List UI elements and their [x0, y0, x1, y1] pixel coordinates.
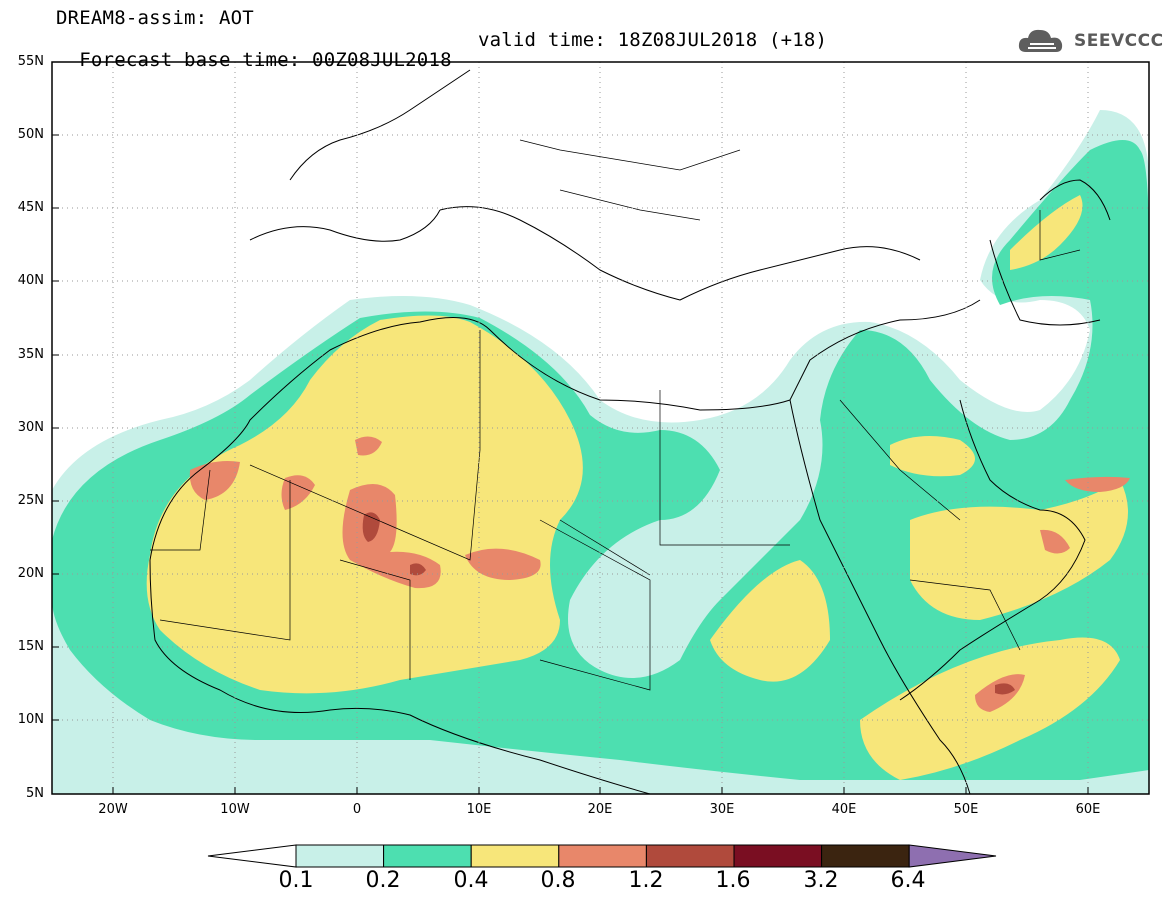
- lon-label: 20E: [587, 802, 613, 817]
- colorbar-label: 1.2: [628, 868, 664, 893]
- colorbar-over-triangle: [908, 844, 997, 868]
- lon-label: 60E: [1075, 802, 1101, 817]
- aot-layer-1.2: [995, 683, 1015, 695]
- lon-label: 50E: [953, 802, 979, 817]
- cloud-icon: [1018, 29, 1063, 52]
- logo-text: SEEVCCC: [1074, 31, 1164, 51]
- colorbar-swatch: [821, 844, 910, 868]
- lat-label: 35N: [17, 347, 44, 362]
- aot-layer-0.8: [355, 436, 382, 456]
- colorbar-label: 0.1: [278, 868, 314, 893]
- graticule: [52, 62, 1149, 794]
- lon-label: 30E: [709, 802, 735, 817]
- aot-layer-1.2: [362, 512, 380, 542]
- aot-layer-0.8: [465, 548, 541, 580]
- title-line-1: DREAM8-assim: AOT: [56, 7, 254, 29]
- lat-label: 5N: [26, 786, 44, 801]
- colorbar-label: 0.8: [540, 868, 576, 893]
- colorbar-label: 6.4: [890, 868, 926, 893]
- lat-label: 10N: [17, 712, 44, 727]
- colorbar-swatch: [383, 844, 472, 868]
- aot-layer-0.4: [1010, 195, 1083, 270]
- colorbar-label: 0.2: [365, 868, 401, 893]
- aot-layer-0.8: [342, 484, 441, 589]
- colorbar-swatch: [470, 844, 560, 868]
- lat-label: 55N: [17, 54, 44, 69]
- colorbar-swatch: [645, 844, 735, 868]
- seevccc-logo: SEEVCCC: [1016, 24, 1163, 60]
- colorbar-under-triangle: [207, 844, 297, 868]
- valid-time: valid time: 18Z08JUL2018 (+18): [478, 29, 828, 51]
- colorbar-swatch: [733, 844, 823, 868]
- aot-layer-0.4: [710, 560, 830, 682]
- aot-layer-0.4: [890, 436, 975, 477]
- colorbar-label: 0.4: [453, 868, 489, 893]
- base-time: Forecast base time: 00Z08JUL2018: [79, 49, 452, 71]
- axis-ticks: [52, 134, 1089, 794]
- colorbar-label: 1.6: [715, 868, 751, 893]
- lat-label: 30N: [17, 420, 44, 435]
- borders: [150, 139, 1081, 691]
- colorbar-swatch: [295, 844, 385, 868]
- lon-label: 40E: [831, 802, 857, 817]
- lon-label: 20W: [98, 802, 128, 817]
- aot-layer-1.2: [410, 563, 426, 576]
- lat-label: 45N: [17, 200, 44, 215]
- lat-label: 15N: [17, 639, 44, 654]
- lon-label: 0: [352, 802, 362, 817]
- lat-label: 50N: [17, 127, 44, 142]
- lat-label: 25N: [17, 493, 44, 508]
- aot-layer-0.4: [910, 480, 1128, 620]
- aot-layer-0.8: [1065, 476, 1130, 492]
- lat-label: 20N: [17, 566, 44, 581]
- colorbar-swatch: [558, 844, 647, 868]
- title-line-2: Forecast base time: 00Z08JUL2018 valid t…: [56, 30, 827, 90]
- aot-layer-0.8: [1040, 529, 1070, 554]
- lat-label: 40N: [17, 273, 44, 288]
- colorbar-label: 3.2: [803, 868, 839, 893]
- aot-layer-0.8: [189, 461, 240, 500]
- coastlines: [149, 69, 1111, 794]
- lon-label: 10W: [220, 802, 250, 817]
- lon-label: 10E: [466, 802, 492, 817]
